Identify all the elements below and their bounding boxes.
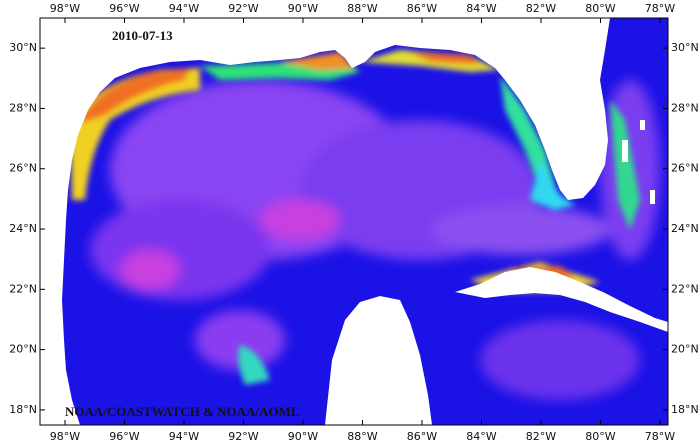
lon-label: 80°W [585,430,615,443]
lon-label: 88°W [347,430,377,443]
lat-label: 26°N [671,162,699,175]
lon-label: 78°W [645,430,675,443]
lake [575,130,580,138]
north-american-coast [40,18,610,425]
lon-label: 90°W [288,430,318,443]
lat-label: 28°N [9,101,37,114]
lon-label: 92°W [228,430,258,443]
lon-label: 80°W [585,2,615,15]
lon-label: 86°W [407,2,437,15]
lon-label: 84°W [466,430,496,443]
island [640,120,645,130]
lat-label: 20°N [9,343,37,356]
map-frame [39,17,669,426]
lat-label: 18°N [671,403,699,416]
credit: NOAA/COASTWATCH & NOAA/AOML [65,404,300,419]
lat-label: 22°N [671,282,699,295]
island [622,140,628,162]
lat-label: 24°N [671,222,699,235]
lat-label: 18°N [9,403,37,416]
lon-label: 84°W [466,2,496,15]
lon-label: 96°W [109,430,139,443]
lon-label: 98°W [50,2,80,15]
lat-label: 30°N [9,41,37,54]
yucatan [325,296,432,425]
lon-label: 96°W [109,2,139,15]
land [40,18,668,425]
lon-label: 82°W [526,2,556,15]
lon-label: 86°W [407,430,437,443]
lat-label: 30°N [671,41,699,54]
lon-label: 98°W [50,430,80,443]
island [650,190,655,204]
date: 2010-07-13 [112,28,173,43]
lon-label: 82°W [526,430,556,443]
lon-label: 94°W [169,430,199,443]
lon-label: 90°W [288,2,318,15]
lat-label: 22°N [9,282,37,295]
lon-label: 94°W [169,2,199,15]
lat-label: 20°N [671,343,699,356]
cuba [455,267,668,332]
lat-label: 24°N [9,222,37,235]
lat-label: 28°N [671,101,699,114]
lon-label: 92°W [228,2,258,15]
map-area [40,18,668,425]
lat-label: 26°N [9,162,37,175]
chlorophyll-field [90,80,660,400]
lon-label: 88°W [347,2,377,15]
lon-label: 78°W [645,2,675,15]
